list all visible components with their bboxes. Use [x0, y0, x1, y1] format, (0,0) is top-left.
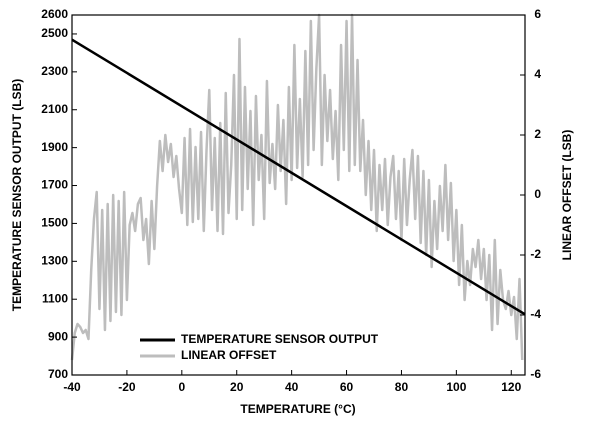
legend-label: TEMPERATURE SENSOR OUTPUT: [181, 332, 379, 346]
y-tick-label: 2300: [41, 64, 68, 78]
x-tick-label: 120: [501, 380, 521, 394]
x-tick-label: 20: [230, 380, 244, 394]
y2-tick-label: 2: [534, 127, 541, 141]
data-line: [71, 38, 526, 316]
y2-tick-label: 6: [534, 7, 541, 21]
plot-frame: [71, 14, 526, 376]
x-tick-label: 0: [178, 380, 185, 394]
y-axis-title: TEMPERATURE SENSOR OUTPUT (LSB): [10, 79, 24, 311]
y2-tick-label: -4: [530, 307, 541, 321]
y2-tick-label: -6: [530, 367, 541, 381]
x-axis-title: TEMPERATURE (°C): [240, 402, 355, 416]
y-tick-label: 700: [48, 367, 68, 381]
y2-tick-label: 0: [534, 187, 541, 201]
y2-tick-label: 4: [534, 67, 541, 81]
data-line: [70, 13, 524, 361]
y-tick-label: 1900: [41, 140, 68, 154]
y2-tick-label: -2: [530, 247, 541, 261]
x-tick-label: 40: [285, 380, 299, 394]
y-tick-label: 1300: [41, 253, 68, 267]
y-tick-label: 1100: [42, 291, 68, 305]
y-tick-label: 2600: [41, 7, 68, 21]
y-tick-label: 2100: [41, 102, 68, 116]
y-tick-label: 2500: [41, 26, 68, 40]
y2-axis-title: LINEAR OFFSET (LSB): [560, 130, 574, 261]
y-tick-label: 1700: [41, 178, 68, 192]
legend-label: LINEAR OFFSET: [181, 348, 277, 362]
y-tick-label: 1500: [41, 216, 68, 230]
x-tick-label: -40: [63, 380, 81, 394]
x-tick-label: 80: [395, 380, 409, 394]
x-tick-label: 60: [340, 380, 354, 394]
y-tick-label: 900: [48, 329, 68, 343]
x-tick-label: -20: [118, 380, 136, 394]
x-tick-label: 100: [446, 380, 466, 394]
